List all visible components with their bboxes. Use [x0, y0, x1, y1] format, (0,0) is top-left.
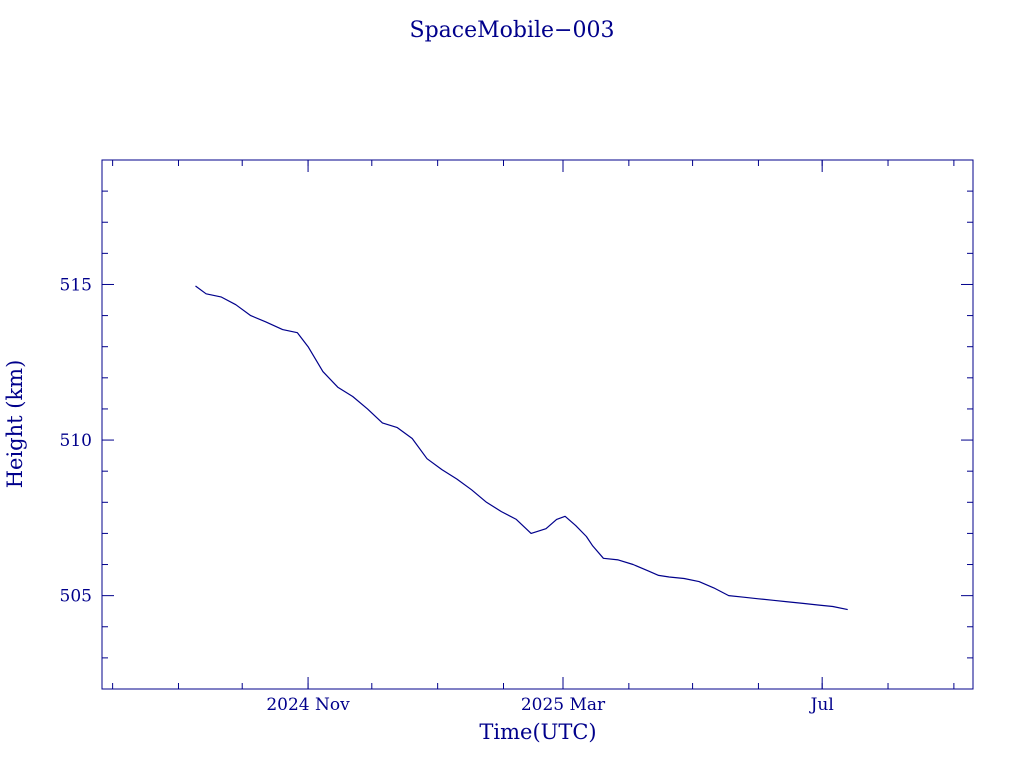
y-tick-label: 510 [60, 431, 92, 451]
x-tick-labels: 2024 Nov 2025 Mar Jul [266, 160, 834, 715]
height-series-line [195, 285, 848, 611]
y-minor-ticks [102, 159, 973, 690]
x-minor-ticks [112, 160, 955, 689]
x-tick-label: Jul [809, 695, 834, 715]
y-axis-label: Height (km) [3, 360, 27, 489]
x-axis-label: Time(UTC) [479, 720, 596, 744]
plot-frame [101, 159, 974, 690]
chart-title: SpaceMobile−003 [410, 18, 615, 43]
y-tick-labels: 505 510 515 [60, 275, 973, 607]
x-tick-label: 2024 Nov [266, 695, 350, 715]
y-tick-label: 505 [60, 587, 92, 607]
x-tick-label: 2025 Mar [521, 695, 606, 715]
y-tick-label: 515 [60, 275, 92, 295]
